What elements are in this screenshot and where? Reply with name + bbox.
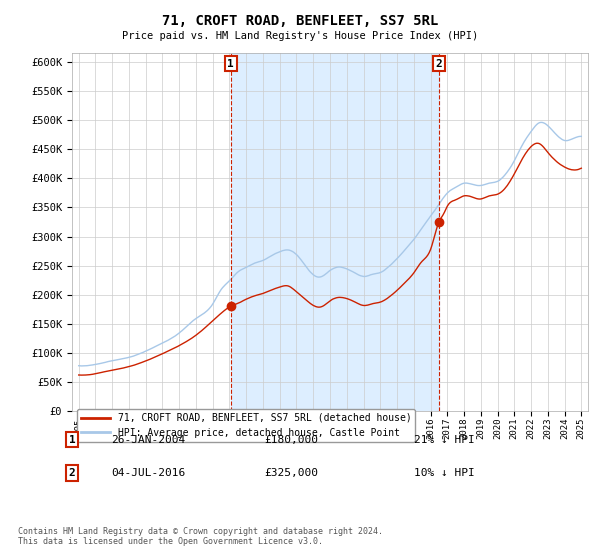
Text: Contains HM Land Registry data © Crown copyright and database right 2024.
This d: Contains HM Land Registry data © Crown c…: [18, 526, 383, 546]
Text: 1: 1: [227, 59, 234, 68]
Text: 2: 2: [436, 59, 442, 68]
Bar: [231, 53, 439, 411]
Text: 10% ↓ HPI: 10% ↓ HPI: [414, 468, 475, 478]
Text: 26-JAN-2004: 26-JAN-2004: [111, 435, 185, 445]
Legend: 71, CROFT ROAD, BENFLEET, SS7 5RL (detached house), HPI: Average price, detached: 71, CROFT ROAD, BENFLEET, SS7 5RL (detac…: [77, 409, 415, 442]
Text: 2: 2: [68, 468, 76, 478]
Text: 04-JUL-2016: 04-JUL-2016: [111, 468, 185, 478]
Text: Price paid vs. HM Land Registry's House Price Index (HPI): Price paid vs. HM Land Registry's House …: [122, 31, 478, 41]
Text: £180,000: £180,000: [264, 435, 318, 445]
Text: 21% ↓ HPI: 21% ↓ HPI: [414, 435, 475, 445]
Text: 71, CROFT ROAD, BENFLEET, SS7 5RL: 71, CROFT ROAD, BENFLEET, SS7 5RL: [162, 14, 438, 28]
Text: £325,000: £325,000: [264, 468, 318, 478]
Text: 1: 1: [68, 435, 76, 445]
